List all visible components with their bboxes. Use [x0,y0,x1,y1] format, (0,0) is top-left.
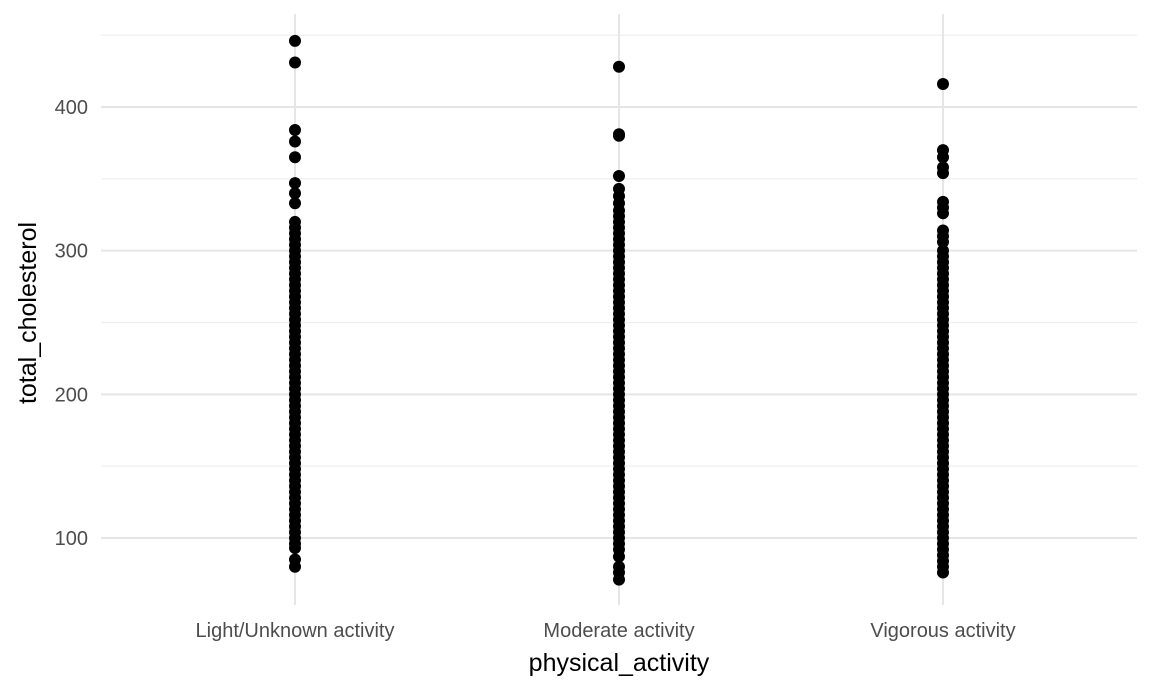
data-point [289,187,301,200]
data-point [289,560,301,573]
y-tick-label: 200 [55,384,88,406]
data-point [937,151,949,164]
data-point [289,135,301,148]
data-point [289,56,301,69]
data-point [613,550,625,563]
data-point [937,207,949,220]
data-point [289,151,301,164]
data-point [613,60,625,73]
y-axis-ticks: 100 200 300 400 [55,97,88,550]
data-points [289,34,949,586]
data-point [937,236,949,249]
data-point [937,566,949,579]
data-point [289,123,301,136]
x-axis-title: physical_activity [529,649,710,677]
data-point [613,169,625,182]
y-tick-label: 100 [55,528,88,550]
data-point [289,177,301,190]
data-point [937,167,949,180]
x-axis-ticks: Light/Unknown activity Moderate activity V… [196,620,1016,642]
y-axis-title: total_cholesterol [14,222,42,404]
data-point [289,34,301,47]
x-tick-label: Moderate activity [543,620,694,642]
y-tick-label: 300 [55,241,88,263]
data-point [937,78,949,91]
data-point [289,197,301,210]
data-point [289,542,301,555]
x-tick-label: Vigorous activity [870,620,1015,642]
data-point [613,573,625,586]
x-tick-label: Light/Unknown activity [196,620,395,642]
y-tick-label: 400 [55,97,88,119]
data-point [613,129,625,142]
